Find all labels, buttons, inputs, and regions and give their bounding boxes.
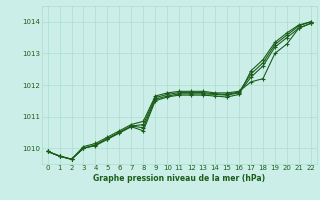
X-axis label: Graphe pression niveau de la mer (hPa): Graphe pression niveau de la mer (hPa) [93,174,265,183]
